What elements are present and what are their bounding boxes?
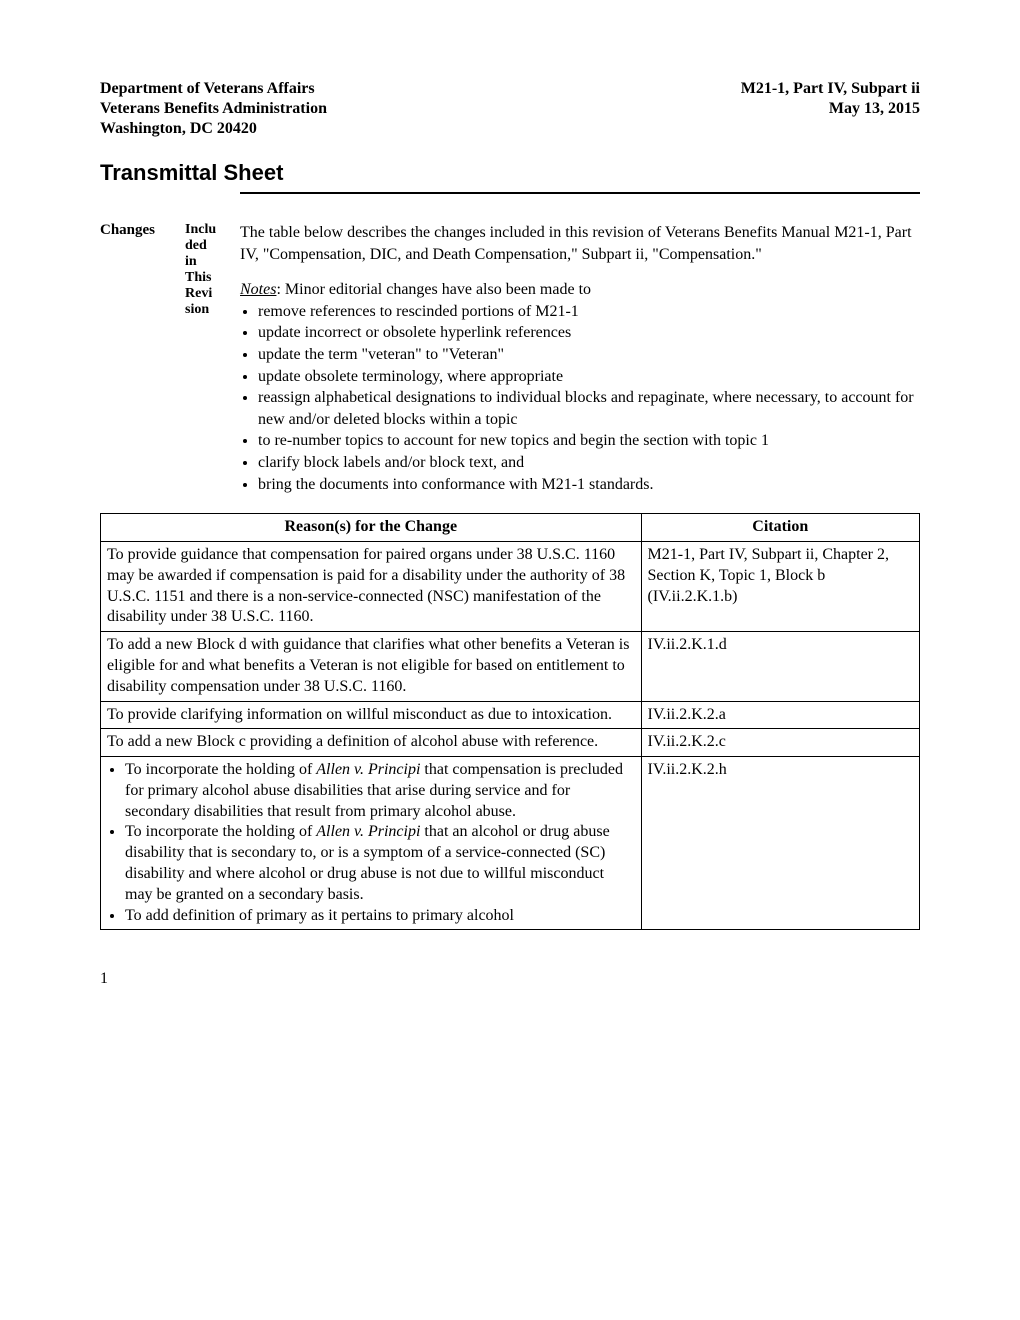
header-admin: Veterans Benefits Administration (100, 100, 327, 118)
notes-bullet-list: remove references to rescinded portions … (240, 301, 920, 495)
changes-table: Reason(s) for the Change Citation To pro… (100, 513, 920, 930)
notes-label: Notes (240, 281, 276, 298)
section-body: The table below describes the changes in… (240, 222, 920, 495)
citation-cell: IV.ii.2.K.2.a (641, 701, 919, 729)
notes-bullet-item: to re-number topics to account for new t… (258, 430, 920, 452)
section-notes-line: Notes: Minor editorial changes have also… (240, 279, 920, 301)
document-title: Transmittal Sheet (100, 160, 920, 186)
table-row: To add a new Block d with guidance that … (101, 632, 920, 701)
citation-cell: M21-1, Part IV, Subpart ii, Chapter 2, S… (641, 541, 919, 631)
table-row: To provide clarifying information on wil… (101, 701, 920, 729)
section-intro: The table below describes the changes in… (240, 222, 920, 265)
reason-cell: To provide guidance that compensation fo… (101, 541, 642, 631)
reason-cell: To incorporate the holding of Allen v. P… (101, 757, 642, 930)
header-address: Washington, DC 20420 (100, 120, 257, 138)
table-header-citation: Citation (641, 514, 919, 542)
notes-bullet-item: update incorrect or obsolete hyperlink r… (258, 322, 920, 344)
header-dept: Department of Veterans Affairs (100, 80, 315, 98)
citation-cell: IV.ii.2.K.2.h (641, 757, 919, 930)
notes-bullet-item: remove references to rescinded portions … (258, 301, 920, 323)
header-date: May 13, 2015 (829, 100, 920, 118)
citation-cell: IV.ii.2.K.2.c (641, 729, 919, 757)
reason-cell: To add a new Block c providing a definit… (101, 729, 642, 757)
citation-cell: IV.ii.2.K.1.d (641, 632, 919, 701)
notes-bullet-item: bring the documents into conformance wit… (258, 474, 920, 496)
table-row: To incorporate the holding of Allen v. P… (101, 757, 920, 930)
table-row: To add a new Block c providing a definit… (101, 729, 920, 757)
reason-cell: To add a new Block d with guidance that … (101, 632, 642, 701)
notes-bullet-item: reassign alphabetical designations to in… (258, 387, 920, 430)
notes-bullet-item: clarify block labels and/or block text, … (258, 452, 920, 474)
reason-cell: To provide clarifying information on wil… (101, 701, 642, 729)
header-manual-ref: M21-1, Part IV, Subpart ii (741, 80, 920, 98)
title-divider (240, 192, 920, 194)
table-row: To provide guidance that compensation fo… (101, 541, 920, 631)
section-label-changes: Changes (100, 222, 185, 239)
notes-bullet-item: update the term "veteran" to "Veteran" (258, 344, 920, 366)
page-number: 1 (100, 970, 920, 988)
notes-after: : Minor editorial changes have also been… (276, 281, 591, 298)
table-header-reason: Reason(s) for the Change (101, 514, 642, 542)
notes-bullet-item: update obsolete terminology, where appro… (258, 366, 920, 388)
section-sublabel-included: IncludedinThisRevision (185, 222, 240, 318)
